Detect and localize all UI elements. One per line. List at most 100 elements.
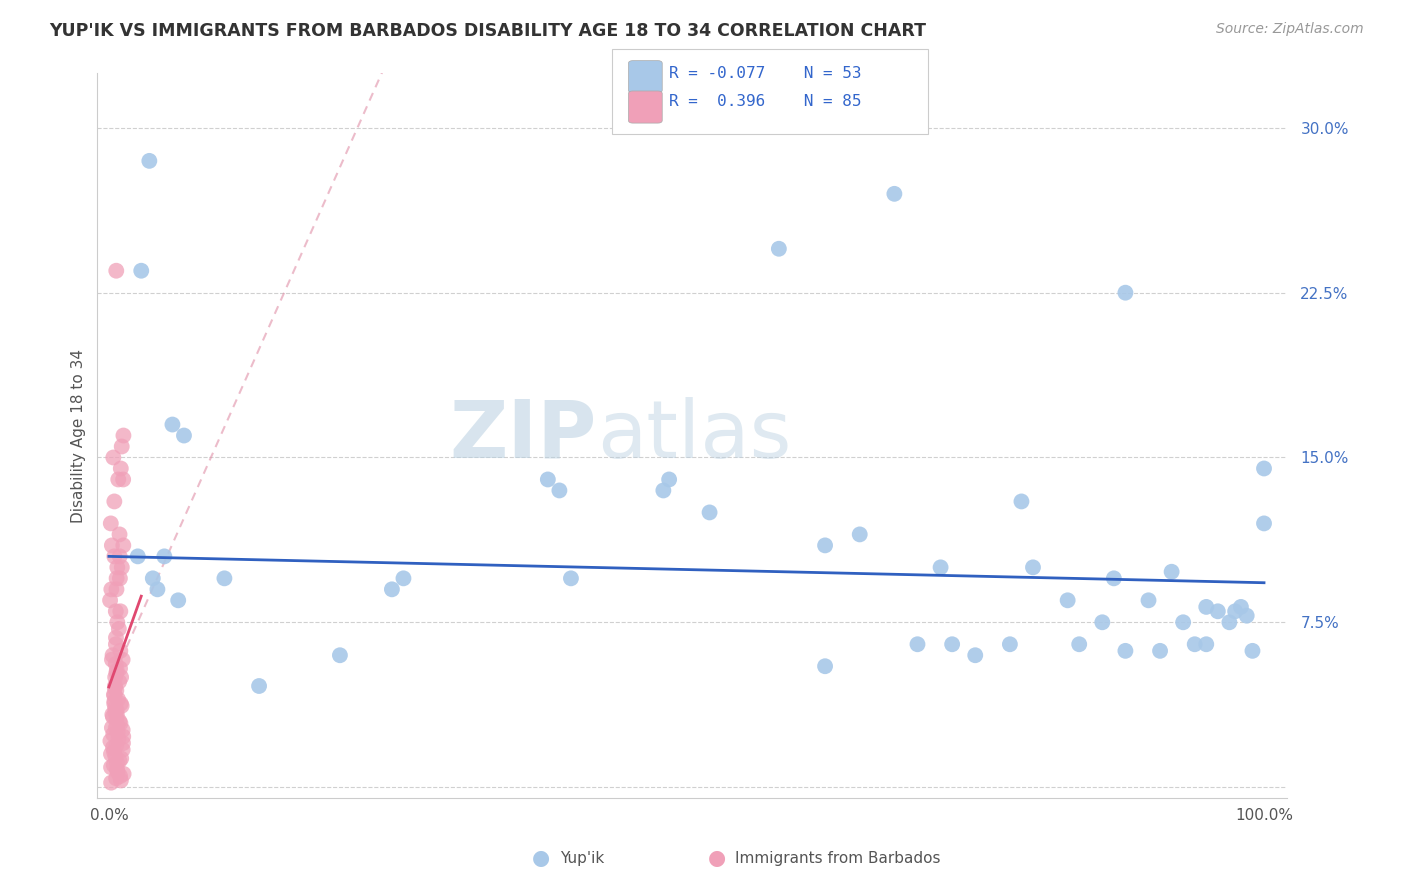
- Text: Yup'ik: Yup'ik: [560, 851, 603, 865]
- Point: [848, 527, 870, 541]
- Point: [108, 674, 131, 689]
- Point: [138, 153, 160, 168]
- Point: [1230, 599, 1253, 614]
- Point: [142, 571, 165, 585]
- Point: [110, 716, 132, 731]
- Point: [111, 560, 134, 574]
- Point: [173, 428, 195, 442]
- Point: [1022, 560, 1045, 574]
- Text: atlas: atlas: [598, 397, 792, 475]
- Point: [1223, 604, 1246, 618]
- Point: [1069, 637, 1091, 651]
- Point: [108, 769, 131, 783]
- Point: [1253, 516, 1275, 531]
- Point: [111, 698, 134, 713]
- Point: [112, 730, 135, 744]
- Point: [108, 714, 131, 728]
- Point: [103, 688, 125, 702]
- Text: R =  0.396    N = 85: R = 0.396 N = 85: [669, 94, 862, 109]
- Text: YUP'IK VS IMMIGRANTS FROM BARBADOS DISABILITY AGE 18 TO 34 CORRELATION CHART: YUP'IK VS IMMIGRANTS FROM BARBADOS DISAB…: [49, 22, 927, 40]
- Point: [105, 739, 128, 753]
- Point: [107, 692, 129, 706]
- Point: [1206, 604, 1229, 618]
- Point: [100, 734, 122, 748]
- Point: [105, 707, 128, 722]
- Point: [103, 450, 125, 465]
- Point: [107, 473, 129, 487]
- Point: [104, 604, 127, 618]
- Point: [103, 745, 125, 759]
- Point: [127, 549, 149, 564]
- Point: [1114, 285, 1136, 300]
- Point: [103, 549, 125, 564]
- Point: [1184, 637, 1206, 651]
- Point: [107, 725, 129, 739]
- Point: [101, 653, 124, 667]
- Point: [105, 712, 128, 726]
- Point: [1241, 644, 1264, 658]
- Point: [1236, 608, 1258, 623]
- Point: [392, 571, 415, 585]
- Point: [814, 538, 837, 552]
- Point: [1253, 461, 1275, 475]
- Point: [110, 461, 132, 475]
- Point: [167, 593, 190, 607]
- Point: [104, 670, 127, 684]
- Point: [103, 727, 125, 741]
- Point: [129, 264, 152, 278]
- Point: [108, 527, 131, 541]
- Point: [907, 637, 929, 651]
- Point: [103, 494, 125, 508]
- Point: [1137, 593, 1160, 607]
- Point: [105, 264, 128, 278]
- Point: [103, 694, 125, 708]
- Point: [98, 593, 121, 607]
- Point: [112, 473, 135, 487]
- Point: [104, 657, 127, 671]
- Point: [105, 756, 128, 770]
- Point: [111, 653, 134, 667]
- Point: [381, 582, 404, 597]
- Point: [162, 417, 184, 432]
- Point: [108, 754, 131, 768]
- Point: [105, 665, 128, 680]
- Point: [101, 740, 124, 755]
- Point: [247, 679, 270, 693]
- Point: [1149, 644, 1171, 658]
- Text: Immigrants from Barbados: Immigrants from Barbados: [735, 851, 941, 865]
- Point: [101, 707, 124, 722]
- Point: [100, 760, 122, 774]
- Point: [105, 718, 128, 732]
- Point: [111, 440, 134, 454]
- Point: [100, 582, 122, 597]
- Point: [105, 560, 128, 574]
- Point: [105, 683, 128, 698]
- Point: [110, 670, 132, 684]
- Point: [105, 763, 128, 777]
- Point: [100, 747, 122, 761]
- Text: ZIP: ZIP: [450, 397, 598, 475]
- Point: [104, 749, 127, 764]
- Point: [105, 615, 128, 630]
- Point: [699, 505, 721, 519]
- Point: [214, 571, 236, 585]
- Point: [104, 681, 127, 696]
- Point: [104, 721, 127, 735]
- Point: [1160, 565, 1182, 579]
- Point: [103, 697, 125, 711]
- Point: [108, 571, 131, 585]
- Point: [1173, 615, 1195, 630]
- Point: [1056, 593, 1078, 607]
- Point: [107, 731, 129, 746]
- Point: [103, 688, 125, 702]
- Point: [105, 664, 128, 678]
- Point: [112, 428, 135, 442]
- Point: [104, 679, 127, 693]
- Point: [658, 473, 681, 487]
- Point: [107, 764, 129, 779]
- Point: [965, 648, 987, 663]
- Text: Source: ZipAtlas.com: Source: ZipAtlas.com: [1216, 22, 1364, 37]
- Point: [111, 742, 134, 756]
- Point: [104, 701, 127, 715]
- Point: [110, 697, 132, 711]
